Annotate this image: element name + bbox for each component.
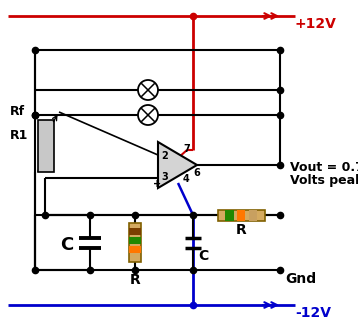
FancyBboxPatch shape xyxy=(225,210,233,221)
FancyBboxPatch shape xyxy=(38,120,54,172)
Text: 6: 6 xyxy=(193,168,200,178)
Text: 2: 2 xyxy=(161,151,168,161)
Text: 3: 3 xyxy=(161,172,168,182)
Text: C: C xyxy=(60,236,73,254)
Text: +12V: +12V xyxy=(295,17,337,31)
Text: Rf: Rf xyxy=(10,105,25,118)
FancyBboxPatch shape xyxy=(237,210,245,221)
FancyBboxPatch shape xyxy=(248,210,257,221)
Text: Vout = 0.7: Vout = 0.7 xyxy=(290,161,358,174)
Text: R: R xyxy=(130,273,140,287)
FancyBboxPatch shape xyxy=(129,223,141,262)
Text: Gnd: Gnd xyxy=(285,272,316,286)
Text: +: + xyxy=(153,179,161,189)
FancyBboxPatch shape xyxy=(129,237,141,244)
Polygon shape xyxy=(158,142,197,188)
Text: C: C xyxy=(198,249,208,263)
FancyBboxPatch shape xyxy=(129,246,141,253)
FancyBboxPatch shape xyxy=(218,210,265,221)
Text: 4: 4 xyxy=(183,174,190,184)
FancyBboxPatch shape xyxy=(129,228,141,235)
Text: Volts peak: Volts peak xyxy=(290,174,358,187)
Text: R1: R1 xyxy=(10,129,28,142)
Text: 7: 7 xyxy=(183,144,190,154)
Text: -12V: -12V xyxy=(295,306,331,320)
Text: R: R xyxy=(236,223,246,237)
